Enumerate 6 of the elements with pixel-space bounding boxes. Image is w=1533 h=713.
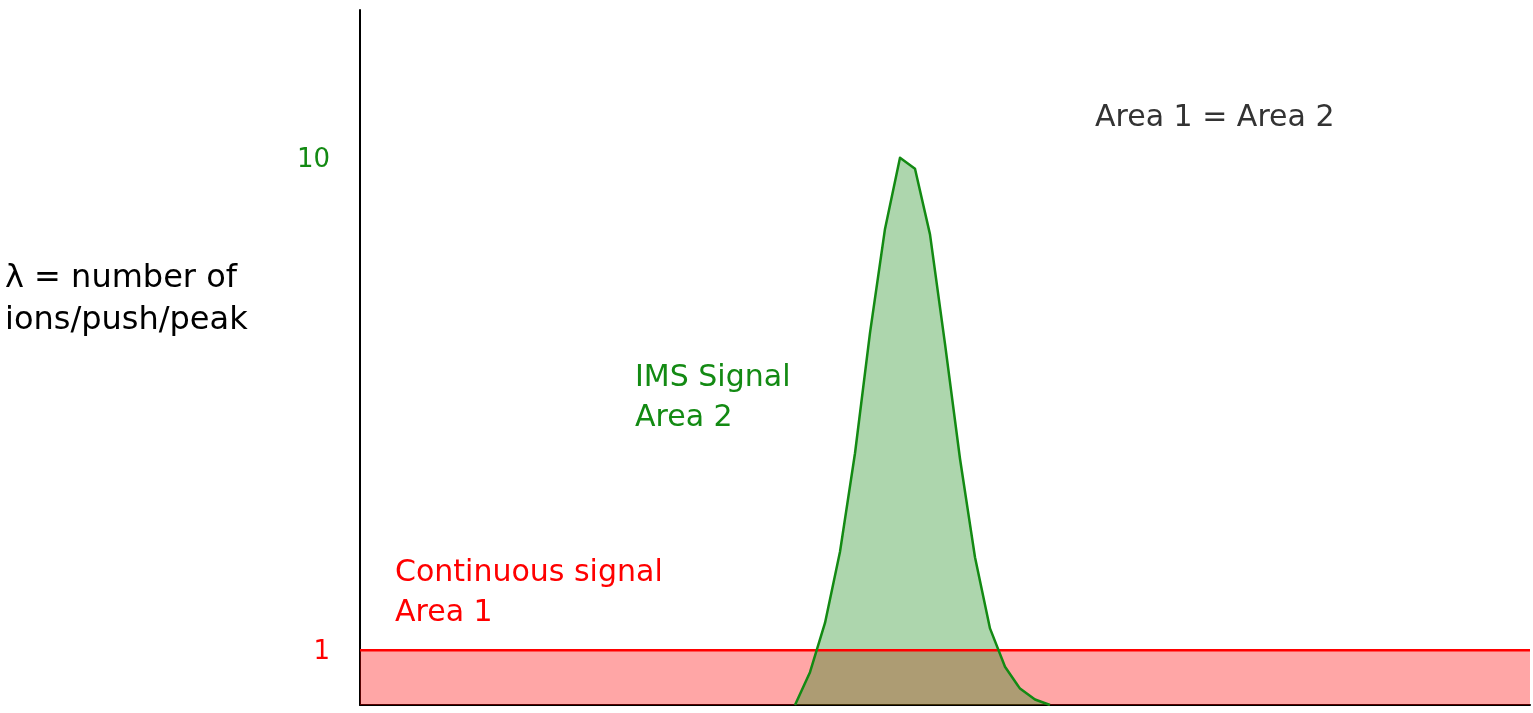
y-tick-label: 1	[313, 635, 330, 666]
annotation: Area 1 = Area 2	[1095, 97, 1335, 133]
y-axis-title: λ = number of ions/push/peak	[5, 257, 249, 337]
y-tick-label: 10	[296, 142, 330, 173]
annotation: Continuous signal Area 1	[395, 552, 673, 628]
annotation: IMS Signal Area 2	[635, 357, 800, 433]
